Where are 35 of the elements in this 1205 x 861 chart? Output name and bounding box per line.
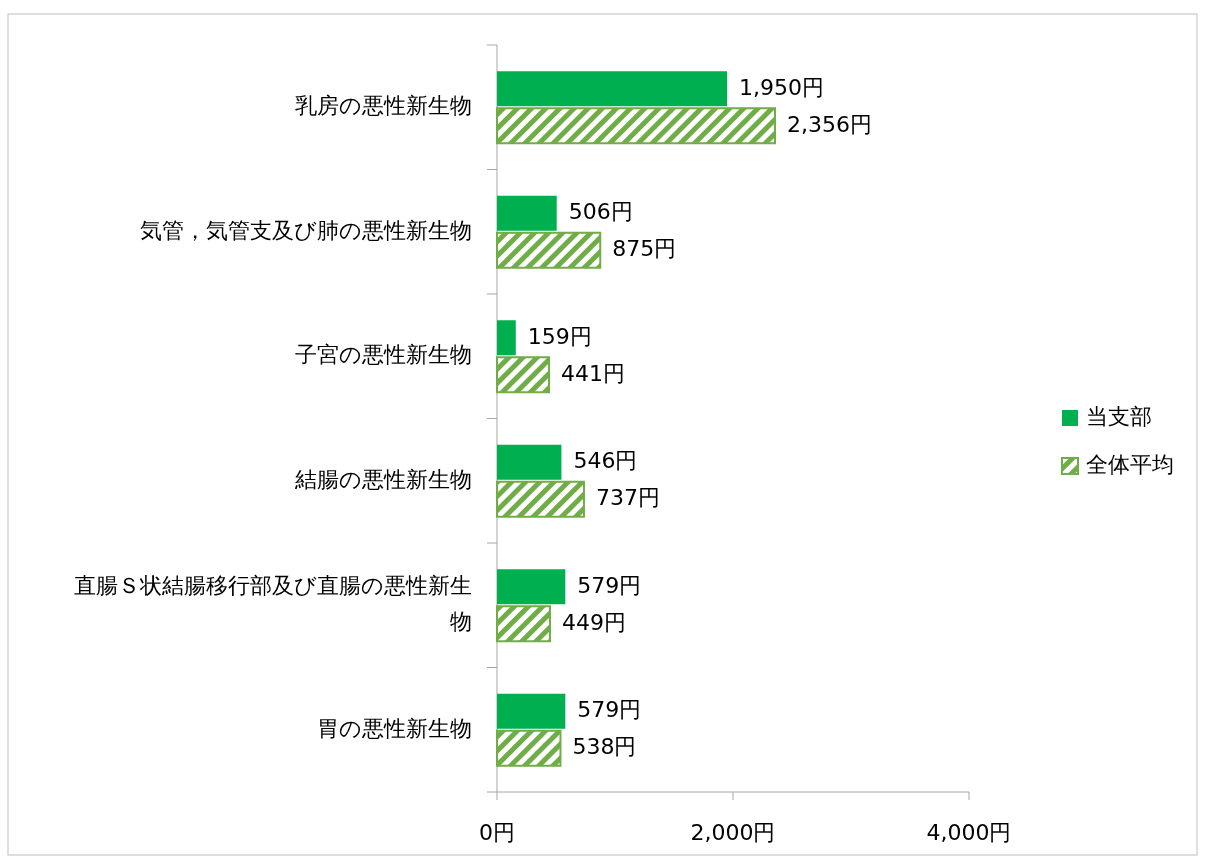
data-label: 1,950円 xyxy=(739,74,825,100)
data-label: 579円 xyxy=(577,572,642,598)
data-label: 579円 xyxy=(577,697,642,723)
y-tick-label: 結腸の悪性新生物 xyxy=(294,466,472,492)
y-tick-label: 胃の悪性新生物 xyxy=(317,715,472,741)
data-label: 449円 xyxy=(561,609,626,635)
bar xyxy=(496,107,777,145)
y-tick-label: 乳房の悪性新生物 xyxy=(295,93,472,119)
bar xyxy=(497,569,566,605)
bar xyxy=(496,729,562,767)
data-label: 2,356円 xyxy=(787,111,872,137)
data-label: 546円 xyxy=(573,448,638,474)
data-label: 441円 xyxy=(561,360,626,386)
bar xyxy=(497,195,557,231)
x-tick-label: 0円 xyxy=(479,820,515,845)
legend-label: 全体平均 xyxy=(1086,452,1174,477)
x-tick-label: 2,000円 xyxy=(690,820,776,845)
y-tick-label: 気管，気管支及び肺の悪性新生物 xyxy=(140,217,472,243)
data-label: 875円 xyxy=(612,236,677,262)
y-tick-label: 子宮の悪性新生物 xyxy=(295,342,472,368)
bar xyxy=(496,605,551,643)
legend-label: 当支部 xyxy=(1086,404,1152,429)
data-label: 159円 xyxy=(527,323,592,349)
bar xyxy=(497,71,728,107)
x-tick-label: 4,000円 xyxy=(926,820,1012,845)
bar xyxy=(497,444,562,480)
bar xyxy=(497,693,566,729)
bar xyxy=(497,320,516,356)
bar xyxy=(496,480,585,518)
y-tick-label: 直腸Ｓ状結腸移行部及び直腸の悪性新生物 xyxy=(74,573,472,635)
data-label: 506円 xyxy=(568,199,633,225)
bar xyxy=(496,231,602,269)
bar xyxy=(496,356,551,394)
data-label: 538円 xyxy=(572,734,637,760)
data-label: 737円 xyxy=(595,485,660,511)
